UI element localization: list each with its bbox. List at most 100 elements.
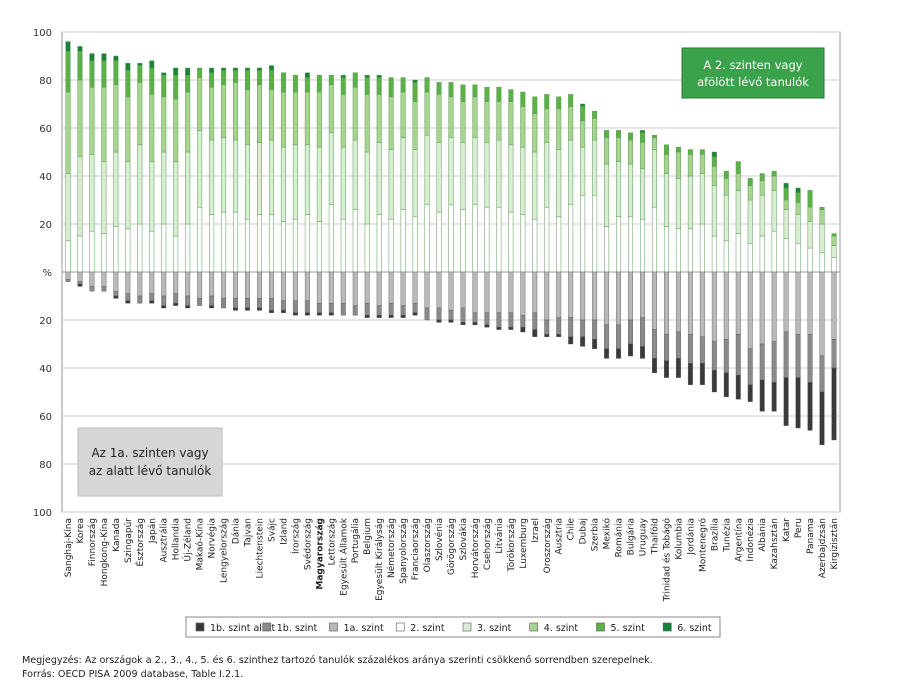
bar-segment xyxy=(424,204,430,273)
legend-swatch xyxy=(262,622,272,632)
bar-segment xyxy=(149,300,155,304)
bar-segment xyxy=(675,271,681,333)
bar-segment xyxy=(65,91,71,174)
bar-segment xyxy=(520,315,526,328)
bar-segment xyxy=(245,298,250,309)
bar-segment xyxy=(280,300,286,311)
bar-segment xyxy=(137,144,143,225)
bar-segment xyxy=(831,245,837,258)
bar-segment xyxy=(723,271,729,340)
bar-segment xyxy=(149,60,155,69)
bar-segment xyxy=(759,379,765,412)
bar-segment xyxy=(280,271,286,301)
legend-label: 3. szint xyxy=(477,623,512,634)
bar-segment xyxy=(185,223,191,273)
x-tick-label: Írország xyxy=(289,518,301,554)
bar-segment xyxy=(807,221,813,249)
bar-segment xyxy=(400,137,406,210)
bar-segment xyxy=(173,74,179,100)
bar-segment xyxy=(125,70,131,98)
bar-segment xyxy=(699,223,705,273)
y-tick-label: 60 xyxy=(39,412,52,423)
x-tick-label: Kirgizisztán xyxy=(830,518,840,570)
bar-segment xyxy=(245,144,251,220)
x-tick-label: Ausztria xyxy=(555,518,565,555)
bar-segment xyxy=(125,161,131,230)
bar-segment xyxy=(508,271,514,313)
bar-segment xyxy=(89,53,95,62)
bar-segment xyxy=(472,137,478,206)
x-tick-label: Egyesült Államok xyxy=(337,517,349,595)
bar-segment xyxy=(556,334,562,337)
bar-segment xyxy=(508,89,514,102)
bar-segment xyxy=(496,139,502,208)
y-tick-label: 100 xyxy=(33,508,52,519)
bar-segment xyxy=(460,307,466,323)
bar-segment xyxy=(268,89,274,141)
bar-segment xyxy=(221,67,227,71)
bar-segment xyxy=(759,343,765,381)
bar-segment xyxy=(304,72,310,78)
bar-segment xyxy=(209,305,215,309)
bar-segment xyxy=(173,161,179,237)
bar-segment xyxy=(245,307,250,311)
bar-segment xyxy=(256,70,262,86)
x-tick-label: Törökország xyxy=(507,518,517,573)
bar-segment xyxy=(532,151,538,220)
bar-segment xyxy=(364,223,370,273)
x-tick-label: Litvánia xyxy=(495,518,505,554)
bar-segment xyxy=(508,144,514,213)
bar-segment xyxy=(604,163,610,227)
bar-segment xyxy=(735,190,741,234)
x-tick-label: Argentína xyxy=(734,518,744,562)
bar-segment xyxy=(328,271,334,304)
bar-segment xyxy=(125,228,131,273)
bar-segment xyxy=(675,146,681,153)
bar-segment xyxy=(256,67,262,71)
bar-segment xyxy=(556,108,562,150)
x-tick-label: Csehország xyxy=(483,518,493,570)
bar-segment xyxy=(651,134,657,138)
legend-swatch xyxy=(395,622,405,632)
bar-segment xyxy=(77,235,83,273)
bar-segment xyxy=(640,132,646,143)
bar-segment xyxy=(185,74,191,93)
bar-segment xyxy=(532,218,538,273)
x-tick-label: Panama xyxy=(806,518,816,554)
bar-segment xyxy=(699,149,705,155)
bar-segment xyxy=(233,298,239,309)
bar-segment xyxy=(89,271,95,287)
bar-segment xyxy=(711,151,717,158)
x-tick-label: Japán xyxy=(148,518,158,544)
bar-segment xyxy=(113,271,119,292)
bar-segment xyxy=(819,355,825,393)
x-tick-label: Mexikó xyxy=(602,518,613,550)
bar-segment xyxy=(831,367,837,441)
bar-segment xyxy=(364,151,370,225)
x-tick-label: Olaszország xyxy=(423,518,433,572)
bar-segment xyxy=(304,91,310,146)
bar-segment xyxy=(161,271,167,297)
bar-segment xyxy=(831,339,837,369)
x-tick-label: Magyarország xyxy=(315,518,325,590)
legend-swatch xyxy=(596,622,605,632)
bar-segment xyxy=(185,271,191,297)
bar-segment xyxy=(101,60,107,88)
x-tick-label: Albánia xyxy=(758,518,768,552)
bar-segment xyxy=(65,41,71,52)
bar-segment xyxy=(831,257,837,273)
bar-segment xyxy=(735,334,741,376)
x-tick-label: Portugália xyxy=(351,518,361,563)
x-tick-label: Kolumbia xyxy=(674,518,684,560)
bar-segment xyxy=(640,142,646,170)
bar-segment xyxy=(651,137,657,150)
bar-segment xyxy=(556,149,562,218)
bar-segment xyxy=(328,303,334,314)
bar-segment xyxy=(520,106,526,148)
bar-segment xyxy=(663,226,669,273)
bar-segment xyxy=(687,149,693,155)
bar-segment xyxy=(580,103,586,107)
bar-segment xyxy=(460,271,466,309)
bar-segment xyxy=(687,228,693,273)
bar-segment xyxy=(675,331,681,359)
